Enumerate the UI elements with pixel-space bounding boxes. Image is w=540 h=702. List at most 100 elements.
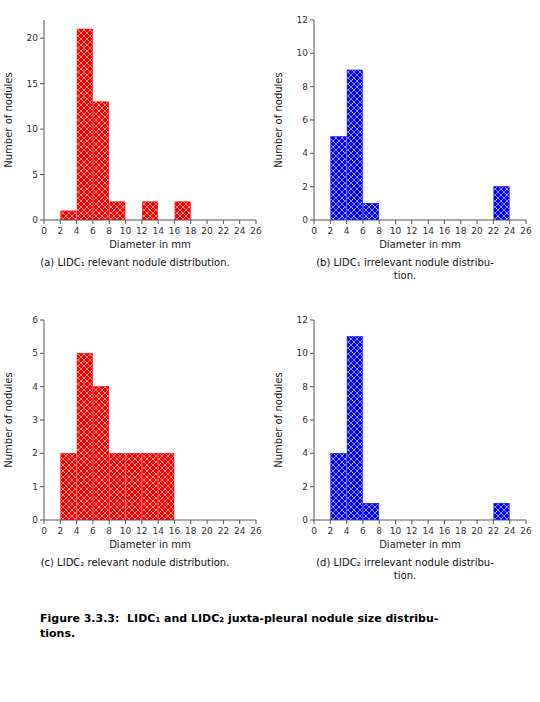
y-axis-label: Number of nodules xyxy=(273,372,284,467)
x-tick-label: 20 xyxy=(201,526,213,536)
bar xyxy=(363,503,378,520)
y-tick-label: 6 xyxy=(302,115,308,125)
text-line: Figure 3.3.3: LIDC₁ and LIDC₂ juxta-pleu… xyxy=(40,612,438,625)
bar xyxy=(77,29,92,220)
x-tick-label: 6 xyxy=(90,226,96,236)
y-tick-label: 8 xyxy=(302,82,308,92)
x-tick xyxy=(60,520,61,524)
x-tick xyxy=(223,520,224,524)
x-tick-label: 26 xyxy=(520,526,532,536)
x-tick xyxy=(44,520,45,524)
x-tick-label: 20 xyxy=(471,226,483,236)
bar xyxy=(142,202,157,220)
x-axis-label: Diameter in mm xyxy=(379,239,461,250)
x-tick-label: 8 xyxy=(376,526,382,536)
x-tick-label: 26 xyxy=(250,526,262,536)
x-tick-label: 16 xyxy=(169,226,181,236)
y-tick-label: 0 xyxy=(302,515,308,525)
x-tick-label: 6 xyxy=(90,526,96,536)
y-tick xyxy=(310,53,314,54)
figure-caption: Figure 3.3.3: LIDC₁ and LIDC₂ juxta-pleu… xyxy=(40,612,438,640)
x-tick-label: 2 xyxy=(57,226,63,236)
x-axis-label: Diameter in mm xyxy=(379,539,461,550)
x-tick xyxy=(509,220,510,224)
y-tick xyxy=(40,386,44,387)
x-tick-label: 22 xyxy=(218,226,229,236)
x-tick-label: 16 xyxy=(439,526,451,536)
y-tick-label: 2 xyxy=(32,448,38,458)
y-tick xyxy=(310,186,314,187)
subplot: 0246810121416182022242605101520Diameter … xyxy=(3,20,262,268)
y-tick-label: 10 xyxy=(297,348,309,358)
y-tick xyxy=(310,320,314,321)
y-tick-label: 8 xyxy=(302,382,308,392)
y-tick xyxy=(310,120,314,121)
x-tick xyxy=(428,220,429,224)
x-axis-line xyxy=(314,520,526,521)
subplot: 024681012141618202224260123456Diameter i… xyxy=(3,315,262,568)
text-line: (a) LIDC₁ relevant nodule distribution. xyxy=(40,257,229,268)
x-tick-label: 10 xyxy=(390,526,402,536)
y-tick-label: 15 xyxy=(27,79,38,89)
subplot: 02468101214161820222426024681012Diameter… xyxy=(273,15,532,281)
x-tick xyxy=(174,220,175,224)
bar xyxy=(347,70,362,220)
y-tick-label: 0 xyxy=(302,215,308,225)
y-tick xyxy=(40,129,44,130)
x-axis-line xyxy=(44,220,256,221)
bar xyxy=(110,202,125,220)
x-tick xyxy=(395,520,396,524)
x-tick xyxy=(509,520,510,524)
x-tick xyxy=(428,520,429,524)
subplot-caption: (b) LIDC₁ irrelevant nodule distribu-tio… xyxy=(316,257,494,281)
x-tick xyxy=(330,220,331,224)
x-tick-label: 0 xyxy=(311,526,317,536)
x-tick xyxy=(44,220,45,224)
x-tick-label: 14 xyxy=(422,526,434,536)
x-tick-label: 4 xyxy=(344,226,350,236)
x-tick-label: 12 xyxy=(136,226,147,236)
x-tick-label: 14 xyxy=(152,526,164,536)
x-tick xyxy=(207,520,208,524)
x-tick-label: 6 xyxy=(360,526,366,536)
x-tick-label: 12 xyxy=(406,526,417,536)
x-axis-line xyxy=(314,220,526,221)
x-tick-label: 26 xyxy=(250,226,262,236)
x-tick xyxy=(379,520,380,524)
y-tick-label: 5 xyxy=(32,348,38,358)
bar xyxy=(331,453,346,520)
bar xyxy=(126,453,141,520)
bar xyxy=(159,453,174,520)
x-axis-label: Diameter in mm xyxy=(109,239,191,250)
x-tick-label: 20 xyxy=(471,526,483,536)
x-tick xyxy=(256,220,257,224)
bar xyxy=(61,211,76,220)
y-axis-label: Number of nodules xyxy=(273,72,284,167)
x-tick xyxy=(330,520,331,524)
y-tick-label: 1 xyxy=(32,482,38,492)
y-tick-label: 6 xyxy=(32,315,38,325)
y-tick-label: 2 xyxy=(302,182,308,192)
y-tick xyxy=(310,353,314,354)
x-tick xyxy=(256,520,257,524)
bar xyxy=(93,387,108,520)
x-tick-label: 24 xyxy=(504,526,516,536)
x-tick xyxy=(223,220,224,224)
x-tick xyxy=(477,520,478,524)
x-tick-label: 14 xyxy=(422,226,434,236)
y-tick-label: 6 xyxy=(302,415,308,425)
x-tick xyxy=(346,520,347,524)
y-tick-label: 10 xyxy=(297,48,309,58)
x-tick-label: 18 xyxy=(185,526,197,536)
y-tick xyxy=(40,353,44,354)
x-tick xyxy=(314,520,315,524)
bar xyxy=(494,503,509,520)
y-tick-label: 12 xyxy=(297,315,308,325)
x-tick-label: 10 xyxy=(120,226,132,236)
x-tick-label: 8 xyxy=(106,526,112,536)
y-tick-label: 2 xyxy=(302,482,308,492)
x-tick xyxy=(109,520,110,524)
x-tick xyxy=(314,220,315,224)
y-tick xyxy=(40,520,44,521)
x-tick xyxy=(411,520,412,524)
